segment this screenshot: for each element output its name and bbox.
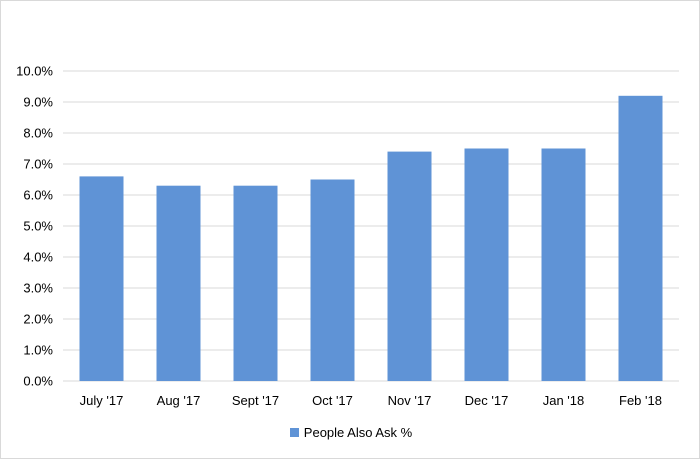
x-tick-label: Jan '18 bbox=[543, 393, 585, 408]
bar bbox=[387, 151, 432, 381]
y-tick-label: 7.0% bbox=[23, 157, 53, 172]
legend-label: People Also Ask % bbox=[303, 425, 413, 440]
x-tick-label: Nov '17 bbox=[388, 393, 432, 408]
bar bbox=[233, 185, 278, 381]
bar bbox=[310, 179, 355, 381]
y-tick-label: 8.0% bbox=[23, 126, 53, 141]
y-tick-label: 6.0% bbox=[23, 188, 53, 203]
bar bbox=[541, 148, 586, 381]
y-tick-label: 0.0% bbox=[23, 374, 53, 389]
x-tick-label: Oct '17 bbox=[312, 393, 353, 408]
bar bbox=[79, 176, 124, 381]
x-tick-label: Feb '18 bbox=[619, 393, 662, 408]
bar bbox=[464, 148, 509, 381]
y-tick-label: 9.0% bbox=[23, 95, 53, 110]
bar bbox=[156, 185, 201, 381]
x-tick-label: Sept '17 bbox=[232, 393, 279, 408]
legend-swatch bbox=[289, 428, 299, 437]
x-tick-label: Dec '17 bbox=[465, 393, 509, 408]
x-tick-label: July '17 bbox=[80, 393, 124, 408]
y-tick-label: 4.0% bbox=[23, 250, 53, 265]
y-tick-label: 5.0% bbox=[23, 219, 53, 234]
x-tick-label: Aug '17 bbox=[157, 393, 201, 408]
y-tick-label: 3.0% bbox=[23, 281, 53, 296]
y-tick-label: 10.0% bbox=[16, 64, 53, 79]
y-tick-label: 2.0% bbox=[23, 312, 53, 327]
y-tick-label: 1.0% bbox=[23, 343, 53, 358]
legend: People Also Ask % bbox=[1, 425, 700, 440]
bar bbox=[618, 95, 663, 382]
